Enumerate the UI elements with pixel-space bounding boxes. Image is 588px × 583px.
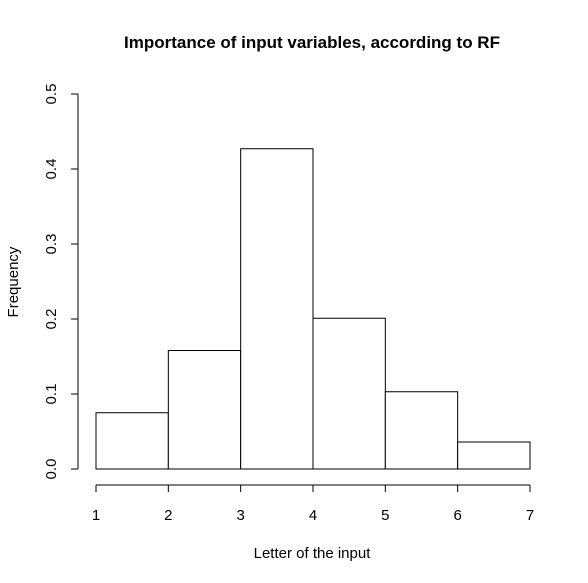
x-axis: 1 2 3 4 5 6 7 xyxy=(92,484,534,524)
y-axis: 0.0 0.1 0.2 0.3 0.4 0.5 xyxy=(43,84,79,480)
y-tick-label-0.1: 0.1 xyxy=(43,384,60,405)
x-axis-label: Letter of the input xyxy=(254,545,372,562)
x-tick-label-2: 2 xyxy=(164,507,172,524)
y-tick-label-0.2: 0.2 xyxy=(43,309,60,330)
x-tick-label-1: 1 xyxy=(92,507,100,524)
x-tick-label-5: 5 xyxy=(381,507,389,524)
bars-group xyxy=(95,148,531,470)
y-tick-label-0.5: 0.5 xyxy=(43,84,60,105)
y-tick-label-0.3: 0.3 xyxy=(43,234,60,255)
histogram-bar-6 xyxy=(457,441,531,470)
chart-title: Importance of input variables, according… xyxy=(124,33,500,52)
histogram-bar-3 xyxy=(240,148,314,470)
y-tick-label-0.0: 0.0 xyxy=(43,459,60,480)
x-tick-label-7: 7 xyxy=(526,507,534,524)
y-axis-label: Frequency xyxy=(5,246,22,317)
x-tick-label-6: 6 xyxy=(453,507,461,524)
x-tick-label-3: 3 xyxy=(236,507,244,524)
histogram-bar-4 xyxy=(312,317,386,470)
x-tick-label-4: 4 xyxy=(309,507,317,524)
histogram-bar-5 xyxy=(384,391,459,470)
histogram-bar-2 xyxy=(167,350,242,470)
y-tick-label-0.4: 0.4 xyxy=(43,159,60,180)
histogram-bar-1 xyxy=(95,412,169,470)
